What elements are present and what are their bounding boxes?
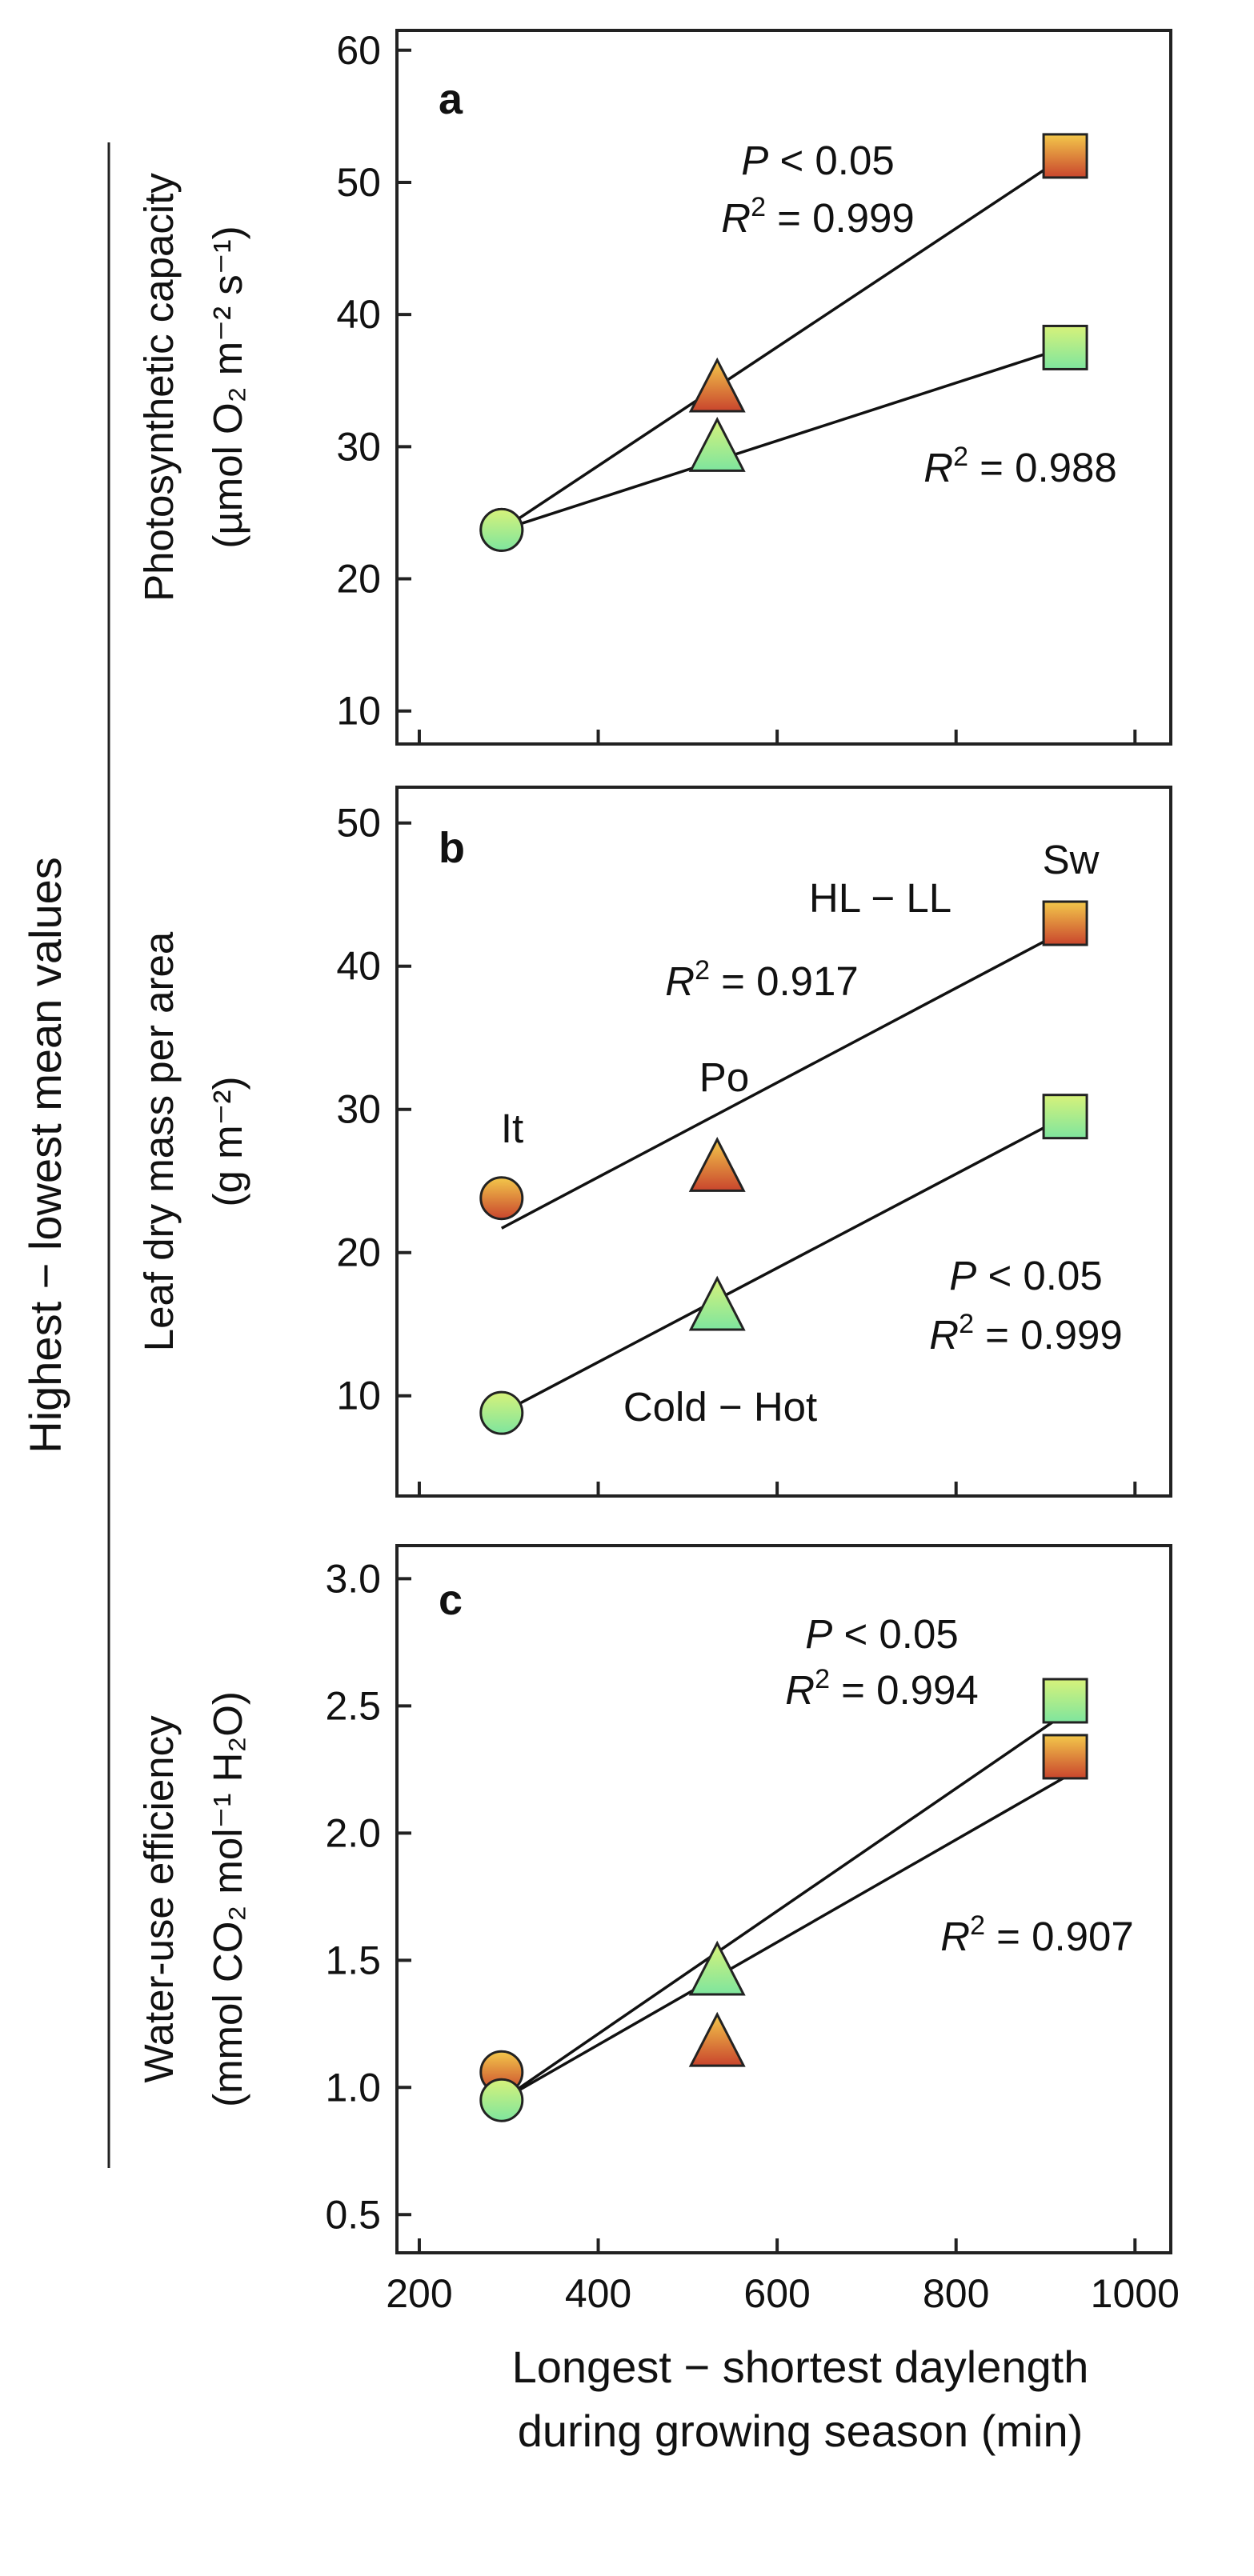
y-group-label: Highest − lowest mean values (20, 857, 70, 1454)
x-axis-label-line2: during growing season (min) (518, 2406, 1084, 2456)
y-axis-label: Water-use efficiency (136, 1715, 182, 2083)
plot-frame (395, 786, 1172, 1498)
data-point-hl-ll-circle (479, 1176, 524, 1221)
fit-line-hl-ll (500, 1775, 1066, 2102)
y-tick-label: 40 (336, 292, 381, 337)
data-point-cold-hot-triangle (688, 1275, 746, 1331)
data-point-hl-ll-square (1042, 900, 1088, 946)
data-point-hl-ll-triangle (688, 357, 746, 413)
x-tick-label: 600 (743, 2271, 810, 2316)
y-tick-label: 50 (336, 160, 381, 205)
y-tick-label: 2.0 (325, 1810, 381, 1855)
y-tick-label: 3.0 (325, 1556, 381, 1601)
y-tick-label: 20 (336, 1230, 381, 1275)
panel-letter: c (439, 1576, 463, 1624)
annotation: P < 0.05 (741, 138, 894, 183)
y-axis-label: Photosynthetic capacity (136, 173, 182, 602)
y-tick-label: 0.5 (325, 2192, 381, 2237)
annotation: Po (699, 1054, 749, 1100)
data-point-hl-ll-square (1042, 1734, 1088, 1780)
fit-line-cold-hot (500, 1712, 1067, 2102)
annotation: R2 = 0.917 (665, 955, 859, 1004)
annotation: R2 = 0.907 (940, 1910, 1134, 1959)
data-point-cold-hot-triangle (688, 417, 746, 472)
plot-frame (395, 29, 1172, 746)
data-point-cold-hot-square (1042, 1094, 1088, 1140)
panel-letter: b (439, 824, 465, 872)
y-tick-label: 10 (336, 689, 381, 734)
fit-line-cold-hot (501, 346, 1066, 532)
x-axis-label-line1: Longest − shortest daylength (512, 2342, 1089, 2392)
annotation: P < 0.05 (805, 1611, 958, 1657)
data-point-hl-ll-triangle (688, 2011, 746, 2067)
data-point-cold-hot-circle (479, 1390, 524, 1435)
x-tick-label: 200 (386, 2271, 452, 2316)
panel-a: 10 20 30 40 50 60 a Photosynthetic capacity (µmo… (136, 28, 1172, 746)
annotation: R2 = 0.999 (929, 1309, 1123, 1358)
panel-b: 10 20 30 40 50 b Leaf dry mass per area (g m⁻²)… (136, 786, 1172, 1498)
annotation: R2 = 0.999 (721, 192, 915, 241)
y-tick-label: 1.5 (325, 1938, 381, 1982)
data-point-cold-hot-circle (479, 2078, 524, 2122)
annotation: Sw (1043, 837, 1100, 882)
y-tick-label: 30 (336, 1087, 381, 1132)
x-tick-label: 800 (923, 2271, 989, 2316)
y-axis-label-units: (mmol CO₂ mol⁻¹ H₂O) (205, 1691, 250, 2107)
y-tick-label: 50 (336, 801, 381, 846)
annotation: R2 = 0.994 (785, 1664, 979, 1713)
data-point-cold-hot-circle (479, 507, 524, 552)
y-tick-label: 1.0 (325, 2065, 381, 2110)
annotation: Cold − Hot (623, 1384, 817, 1430)
data-point-hl-ll-triangle (688, 1137, 746, 1192)
x-tick-label: 400 (565, 2271, 631, 2316)
y-axis-label-units: (g m⁻²) (205, 1077, 250, 1207)
plot-frame (395, 1544, 1172, 2254)
y-tick-label: 2.5 (325, 1683, 381, 1728)
data-point-cold-hot-square (1042, 324, 1088, 370)
annotation: HL − LL (809, 875, 952, 921)
y-tick-label: 60 (336, 28, 381, 73)
fit-line-hl-ll (500, 154, 1067, 531)
data-point-cold-hot-triangle (688, 1940, 746, 1996)
y-axis-label: Leaf dry mass per area (136, 931, 182, 1351)
annotation: R2 = 0.988 (923, 442, 1117, 490)
data-point-cold-hot-square (1042, 1678, 1088, 1724)
y-tick-label: 30 (336, 424, 381, 469)
fit-line-hl-ll (500, 929, 1066, 1230)
y-tick-label: 40 (336, 944, 381, 989)
x-tick-label: 1000 (1091, 2271, 1180, 2316)
y-tick-label: 10 (336, 1374, 381, 1418)
y-tick-label: 20 (336, 557, 381, 602)
annotation: P < 0.05 (949, 1253, 1102, 1298)
annotation: It (501, 1106, 523, 1151)
panel-letter: a (439, 75, 463, 123)
y-axis-label-units: (µmol O₂ m⁻² s⁻¹) (205, 226, 250, 548)
data-point-hl-ll-square (1042, 133, 1088, 179)
fit-line-cold-hot (500, 1115, 1066, 1414)
panel-c: 0.5 1.0 1.5 2.0 2.5 3.0 200 400 600 800 1000 c Water… (136, 1544, 1180, 2316)
